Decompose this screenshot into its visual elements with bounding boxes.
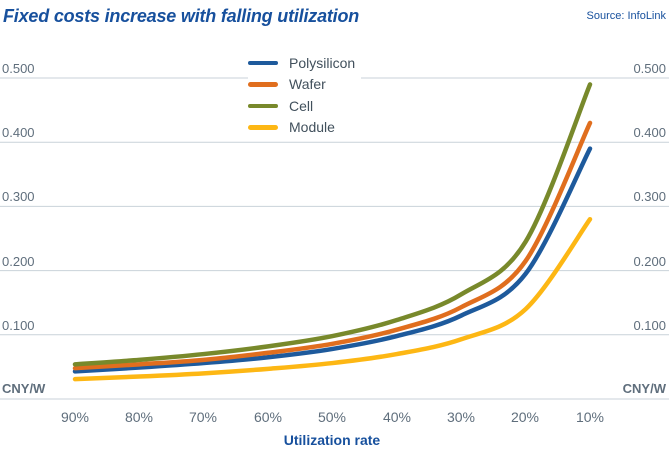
wafer-line-swatch-icon	[248, 82, 278, 87]
y-tick-right-0.500: 0.500	[633, 61, 666, 76]
legend-label-module: Module	[289, 119, 335, 136]
x-tick-10: 10%	[575, 409, 605, 425]
x-tick-30: 30%	[446, 409, 476, 425]
legend: Polysilicon Wafer Cell Module	[248, 52, 362, 138]
legend-item-polysilicon: Polysilicon	[248, 52, 362, 74]
x-tick-60: 60%	[253, 409, 283, 425]
y-tick-left-0.200: 0.200	[2, 254, 35, 269]
x-tick-20: 20%	[510, 409, 540, 425]
x-tick-80: 80%	[124, 409, 154, 425]
y-tick-left-0.500: 0.500	[2, 61, 35, 76]
x-tick-50: 50%	[317, 409, 347, 425]
x-tick-70: 70%	[188, 409, 218, 425]
x-tick-40: 40%	[382, 409, 412, 425]
legend-item-cell: Cell	[248, 95, 362, 117]
y-tick-right-0.100: 0.100	[633, 318, 666, 333]
y-tick-left-0.400: 0.400	[2, 125, 35, 140]
y-tick-left-0.300: 0.300	[2, 189, 35, 204]
legend-item-module: Module	[248, 116, 362, 138]
legend-label-wafer: Wafer	[289, 76, 326, 93]
legend-label-polysilicon: Polysilicon	[289, 54, 356, 71]
y-tick-right-0.400: 0.400	[633, 125, 666, 140]
x-tick-90: 90%	[60, 409, 90, 425]
y-axis-unit-right: CNY/W	[622, 381, 666, 396]
legend-item-wafer: Wafer	[248, 73, 362, 95]
y-tick-left-0.100: 0.100	[2, 318, 35, 333]
x-axis-title: Utilization rate	[283, 432, 381, 448]
polysilicon-line-swatch-icon	[248, 60, 278, 65]
y-tick-right-0.200: 0.200	[633, 254, 666, 269]
module-line-swatch-icon	[248, 125, 278, 130]
cell-line-swatch-icon	[248, 103, 278, 108]
source-label: Source: InfoLink	[586, 10, 667, 22]
legend-label-cell: Cell	[289, 97, 314, 114]
y-tick-right-0.300: 0.300	[633, 189, 666, 204]
y-axis-unit-left: CNY/W	[2, 381, 46, 396]
chart-title: Fixed costs increase with falling utiliz…	[3, 6, 360, 26]
